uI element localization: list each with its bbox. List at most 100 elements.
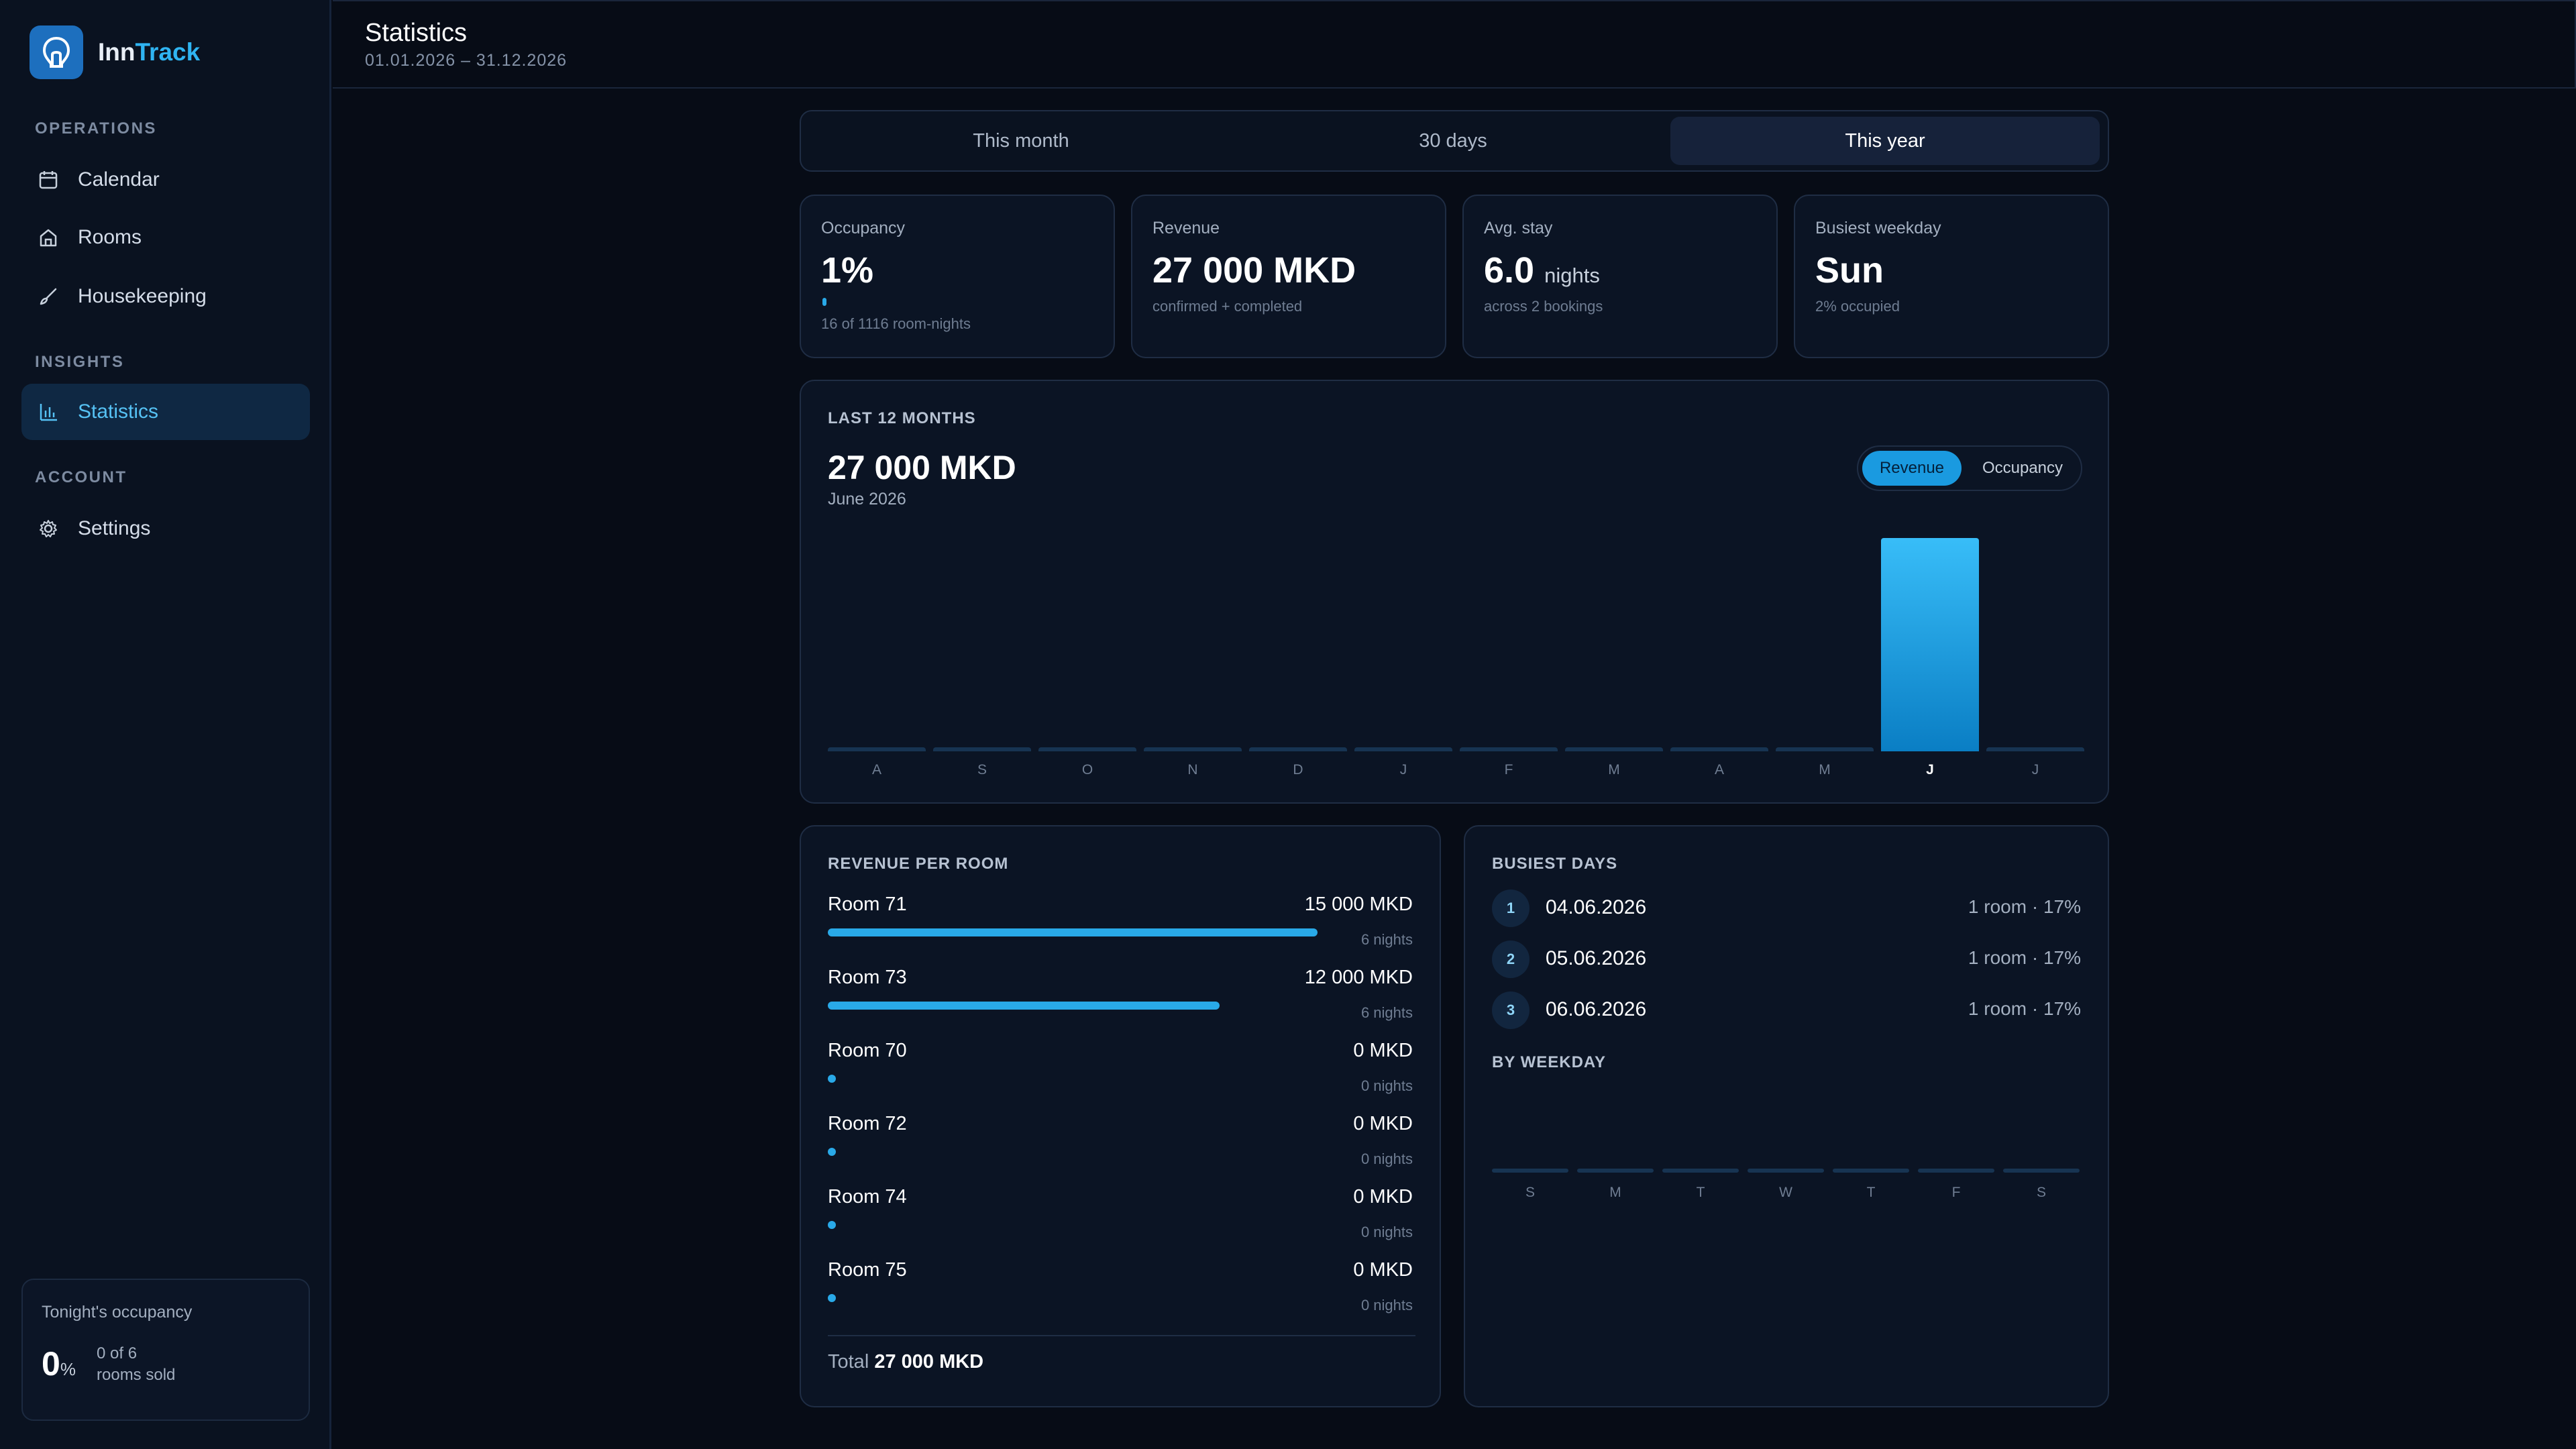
kpi-sub: across 2 bookings — [1484, 298, 1603, 315]
kpi-card-revenue: Revenue 27 000 MKD confirmed + completed — [1131, 195, 1446, 358]
home-icon — [36, 225, 60, 250]
occupancy-progress-bar — [822, 298, 826, 306]
room-revenue: 12 000 MKD — [1304, 967, 1413, 988]
sidebar-item-calendar[interactable]: Calendar — [21, 152, 310, 208]
weekday-bar — [1748, 1169, 1824, 1173]
month-bar[interactable] — [1881, 538, 1979, 751]
kpi-sub: 16 of 1116 room-nights — [821, 315, 971, 332]
busiest-day-date[interactable]: 04.06.2026 — [1546, 896, 1647, 918]
revenue-per-room-card: REVENUE PER ROOM Room 71 15 000 MKD 6 nigh… — [800, 825, 1441, 1407]
month-tick-label: S — [977, 762, 987, 777]
page-header: Statistics 01.01.2026 – 31.12.2026 — [333, 0, 2576, 89]
month-bar[interactable] — [828, 747, 926, 751]
room-nights: 6 nights — [1360, 1004, 1413, 1021]
month-tick-label: N — [1187, 762, 1198, 777]
busiest-day-date[interactable]: 06.06.2026 — [1546, 998, 1647, 1020]
kpi-label: Revenue — [1152, 219, 1220, 237]
brand[interactable]: InnTrack — [30, 25, 200, 79]
weekday-bar — [2003, 1169, 2080, 1173]
sidebar-item-label: Rooms — [78, 226, 142, 248]
app-name-part2: Track — [135, 38, 201, 66]
room-revenue: 0 MKD — [1353, 1113, 1413, 1134]
room-revenue: 0 MKD — [1353, 1186, 1413, 1208]
tab-30-days[interactable]: 30 days — [1419, 129, 1487, 152]
toggle-revenue[interactable]: Revenue — [1862, 451, 1962, 486]
kpi-card-avg-stay: Avg. stay 6.0 nights across 2 bookings — [1462, 195, 1778, 358]
sidebar-item-label: Settings — [78, 517, 151, 539]
busiest-day-meta: 1 room · 17% — [1968, 947, 2081, 968]
weekday-tick-label: F — [1951, 1185, 1961, 1200]
rank-badge: 1 — [1492, 890, 1529, 927]
room-revenue-bar — [828, 1294, 836, 1302]
tonight-occupancy-unit: % — [60, 1359, 76, 1379]
month-tick-label: J — [1926, 762, 1934, 777]
tab-this-month[interactable]: This month — [973, 129, 1069, 152]
room-revenue-bar — [828, 928, 1318, 936]
month-bar[interactable] — [1038, 747, 1136, 751]
sidebar-item-housekeeping[interactable]: Housekeeping — [21, 268, 310, 325]
month-bar[interactable] — [1565, 747, 1663, 751]
room-revenue-bar — [828, 1148, 836, 1156]
kpi-card-occupancy: Occupancy 1% 16 of 1116 room-nights — [800, 195, 1115, 358]
month-bar[interactable] — [933, 747, 1031, 751]
tonight-rooms-label: rooms sold — [97, 1366, 176, 1384]
room-revenue-bar — [828, 1002, 1220, 1010]
weekday-bar — [1577, 1169, 1654, 1173]
rank-badge: 2 — [1492, 941, 1529, 978]
sidebar-item-rooms[interactable]: Rooms — [21, 209, 310, 266]
room-nights: 0 nights — [1360, 1077, 1413, 1094]
metric-toggle: Revenue Occupancy — [1857, 445, 2082, 491]
busiest-day-date[interactable]: 05.06.2026 — [1546, 947, 1647, 969]
logo-icon — [30, 25, 83, 79]
room-nights: 0 nights — [1360, 1297, 1413, 1313]
tonight-occupancy-label: Tonight's occupancy — [42, 1303, 193, 1322]
avg-stay-unit: nights — [1544, 264, 1600, 287]
kpi-value: 1% — [821, 250, 874, 290]
month-bar[interactable] — [1144, 747, 1242, 751]
kpi-sub: 2% occupied — [1815, 298, 1900, 315]
kpi-value: 27 000 MKD — [1152, 250, 1356, 290]
revenue-total: Total 27 000 MKD — [828, 1351, 983, 1373]
month-bar[interactable] — [1354, 747, 1452, 751]
app-name: InnTrack — [98, 38, 200, 66]
weekday-bar — [1833, 1169, 1909, 1173]
sidebar-item-statistics[interactable]: Statistics — [21, 384, 310, 440]
tab-this-year[interactable]: This year — [1670, 117, 2100, 165]
month-tick-label: M — [1819, 762, 1831, 777]
sidebar-item-settings[interactable]: Settings — [21, 500, 310, 557]
chart-total: 27 000 MKD — [828, 449, 1016, 486]
chart-title: LAST 12 MONTHS — [828, 409, 976, 427]
weekday-bar — [1918, 1169, 1994, 1173]
sidebar-item-label: Housekeeping — [78, 285, 207, 307]
room-name: Room 73 — [828, 967, 907, 988]
room-name: Room 70 — [828, 1040, 907, 1061]
month-tick-label: A — [871, 762, 881, 777]
month-bar[interactable] — [1670, 747, 1768, 751]
busiest-days-card: BUSIEST DAYS 1 04.06.2026 1 room · 17% 2 05.… — [1464, 825, 2109, 1407]
sidebar-item-label: Calendar — [78, 168, 160, 191]
month-bar[interactable] — [1986, 747, 2084, 751]
tonight-rooms-count: 0 of 6 — [97, 1344, 138, 1362]
weekday-bar — [1662, 1169, 1739, 1173]
date-range: 01.01.2026 – 31.12.2026 — [365, 51, 568, 70]
tonight-occupancy-value: 0% — [42, 1344, 76, 1383]
busiest-day-meta: 1 room · 17% — [1968, 896, 2081, 917]
month-bar[interactable] — [1460, 747, 1558, 751]
sidebar-item-label: Statistics — [78, 400, 159, 423]
room-name: Room 71 — [828, 894, 907, 915]
room-name: Room 72 — [828, 1113, 907, 1134]
period-tabs: This month 30 days This year — [800, 110, 2109, 172]
month-tick-label: J — [2031, 762, 2039, 777]
app-name-part1: Inn — [98, 38, 136, 66]
toggle-occupancy[interactable]: Occupancy — [1982, 459, 2063, 477]
section-label-operations: OPERATIONS — [35, 119, 157, 138]
month-tick-label: M — [1608, 762, 1620, 777]
busiest-days-title: BUSIEST DAYS — [1492, 855, 1618, 873]
kpi-label: Occupancy — [821, 219, 906, 237]
page-title: Statistics — [365, 19, 468, 47]
month-bar[interactable] — [1249, 747, 1347, 751]
month-tick-label: D — [1293, 762, 1303, 777]
month-bar[interactable] — [1776, 747, 1874, 751]
room-nights: 0 nights — [1360, 1150, 1413, 1167]
bar-chart-icon — [36, 400, 60, 424]
